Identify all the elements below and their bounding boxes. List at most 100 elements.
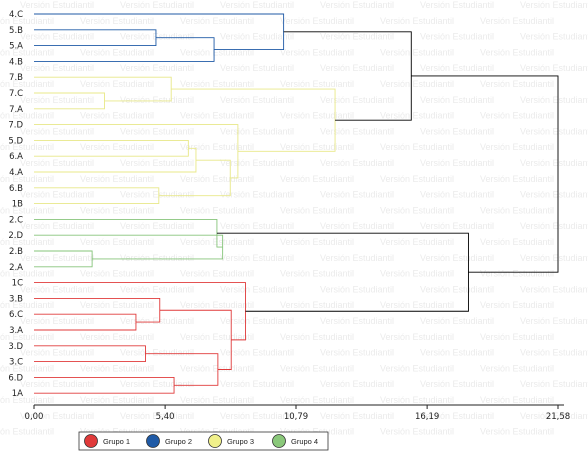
watermark-text: Versión Estudiantil (220, 158, 294, 168)
watermark-text: Versión Estudiantil (380, 395, 454, 405)
watermark-text: Versión Estudiantil (0, 237, 54, 247)
watermark-text: Versión Estudiantil (280, 332, 354, 342)
watermark-text: Versión Estudiantil (20, 379, 94, 389)
watermark-text: Versión Estudiantil (0, 395, 54, 405)
watermark-text: Versión Estudiantil (20, 63, 94, 73)
watermark-text: Versión Estudiantil (380, 79, 454, 89)
watermark-text: Versión Estudiantil (320, 379, 394, 389)
leaf-label: 3.C (9, 358, 23, 368)
watermark-text: Versión Estudiantil (80, 205, 154, 215)
leaf-label: 1C (12, 279, 23, 289)
legend: Grupo 1 Grupo 2 Grupo 3 Grupo 4 (78, 431, 329, 451)
watermark-text: Versión Estudiantil (320, 221, 394, 231)
watermark-text: Versión Estudiantil (20, 253, 94, 263)
watermark-text: Versión Estudiantil (480, 395, 554, 405)
watermark-text: Versión Estudiantil (480, 174, 554, 184)
watermark-text: Versión Estudiantil (320, 95, 394, 105)
watermark-text: Versión Estudiantil (380, 205, 454, 215)
legend-label: Grupo 4 (291, 437, 318, 446)
watermark-text: Versión Estudiantil (20, 411, 94, 421)
watermark-text: Versión Estudiantil (20, 32, 94, 42)
watermark-text: Versión Estudiantil (320, 348, 394, 358)
watermark-text: Versión Estudiantil (520, 126, 588, 136)
watermark-text: Versión Estudiantil (20, 190, 94, 200)
watermark-text: Versión Estudiantil (480, 237, 554, 247)
watermark-text: Versión Estudiantil (220, 348, 294, 358)
leaf-label: 2.D (8, 231, 23, 241)
watermark-text: Versión Estudiantil (120, 221, 194, 231)
watermark-text: Versión Estudiantil (180, 79, 254, 89)
watermark-text: Versión Estudiantil (280, 237, 354, 247)
watermark-text: Versión Estudiantil (220, 411, 294, 421)
watermark-text: Versión Estudiantil (320, 190, 394, 200)
watermark-text: Versión Estudiantil (20, 126, 94, 136)
watermark-text: Versión Estudiantil (420, 316, 494, 326)
watermark-text: Versión Estudiantil (480, 332, 554, 342)
watermark-text: Versión Estudiantil (280, 142, 354, 152)
leaf-label: 6.D (8, 373, 23, 383)
watermark-text: Versión Estudiantil (480, 427, 554, 437)
watermark-text: Versión Estudiantil (180, 205, 254, 215)
watermark-text: Versión Estudiantil (80, 395, 154, 405)
watermark-text: Versión Estudiantil (120, 316, 194, 326)
watermark-text: Versión Estudiantil (380, 16, 454, 26)
leaf-label: 3.A (9, 326, 23, 336)
watermark-text: Versión Estudiantil (220, 0, 294, 10)
watermark-text: Versión Estudiantil (220, 32, 294, 42)
watermark-text: Versión Estudiantil (420, 284, 494, 294)
x-tick-label: 16,19 (415, 412, 439, 422)
leaf-label: 5.A (9, 42, 23, 52)
watermark-text: Versión Estudiantil (520, 190, 588, 200)
leaf-label: 4.A (9, 168, 23, 178)
watermark-text: Versión Estudiantil (120, 411, 194, 421)
watermark-text: Versión Estudiantil (420, 379, 494, 389)
watermark-text: Versión Estudiantil (480, 79, 554, 89)
watermark-text: Versión Estudiantil (480, 300, 554, 310)
watermark-text: Versión Estudiantil (380, 142, 454, 152)
watermark-text: Versión Estudiantil (180, 142, 254, 152)
x-tick-label: 10,79 (284, 412, 308, 422)
watermark-text: Versión Estudiantil (380, 111, 454, 121)
watermark-text: Versión Estudiantil (280, 16, 354, 26)
leaf-label: 2.B (9, 247, 23, 257)
legend-label: Grupo 3 (227, 437, 254, 446)
watermark-text: Versión Estudiantil (420, 126, 494, 136)
watermark-text: Versión Estudiantil (180, 269, 254, 279)
watermark-text: Versión Estudiantil (320, 253, 394, 263)
watermark-text: Versión Estudiantil (20, 0, 94, 10)
watermark-text: Versión Estudiantil (120, 95, 194, 105)
watermark-text: Versión Estudiantil (520, 253, 588, 263)
watermark-text: Versión Estudiantil (520, 284, 588, 294)
watermark-text: Versión Estudiantil (320, 158, 394, 168)
watermark-text: Versión Estudiantil (520, 316, 588, 326)
watermark-text: Versión Estudiantil (0, 16, 54, 26)
watermark-text: Versión Estudiantil (280, 174, 354, 184)
watermark-text: Versión Estudiantil (420, 348, 494, 358)
leaf-label: 2.A (9, 263, 23, 273)
watermark-text: Versión Estudiantil (280, 47, 354, 57)
watermark-text: Versión Estudiantil (120, 158, 194, 168)
watermark-text: Versión Estudiantil (480, 363, 554, 373)
watermark-text: Versión Estudiantil (280, 111, 354, 121)
watermark-text: Versión Estudiantil (420, 158, 494, 168)
watermark-text: Versión Estudiantil (520, 0, 588, 10)
watermark-text: Versión Estudiantil (20, 158, 94, 168)
leaf-label: 6.B (9, 184, 23, 194)
watermark-text: Versión Estudiantil (80, 111, 154, 121)
watermark-text: Versión Estudiantil (320, 32, 394, 42)
watermark-text: Versión Estudiantil (180, 363, 254, 373)
watermark-text: Versión Estudiantil (220, 221, 294, 231)
watermark-text: Versión Estudiantil (80, 142, 154, 152)
watermark-text: Versión Estudiantil (320, 284, 394, 294)
watermark-text: Versión Estudiantil (420, 32, 494, 42)
dendrogram-branch (145, 353, 219, 386)
watermark-text: Versión Estudiantil (80, 363, 154, 373)
watermark-text: Versión Estudiantil (180, 395, 254, 405)
leaf-label: 6.A (9, 152, 23, 162)
watermark-text: Versión Estudiantil (420, 190, 494, 200)
watermark-text: Versión Estudiantil (220, 316, 294, 326)
watermark-text: Versión Estudiantil (120, 253, 194, 263)
leaf-label: 1A (12, 389, 23, 399)
watermark-text: Versión Estudiantil (280, 269, 354, 279)
